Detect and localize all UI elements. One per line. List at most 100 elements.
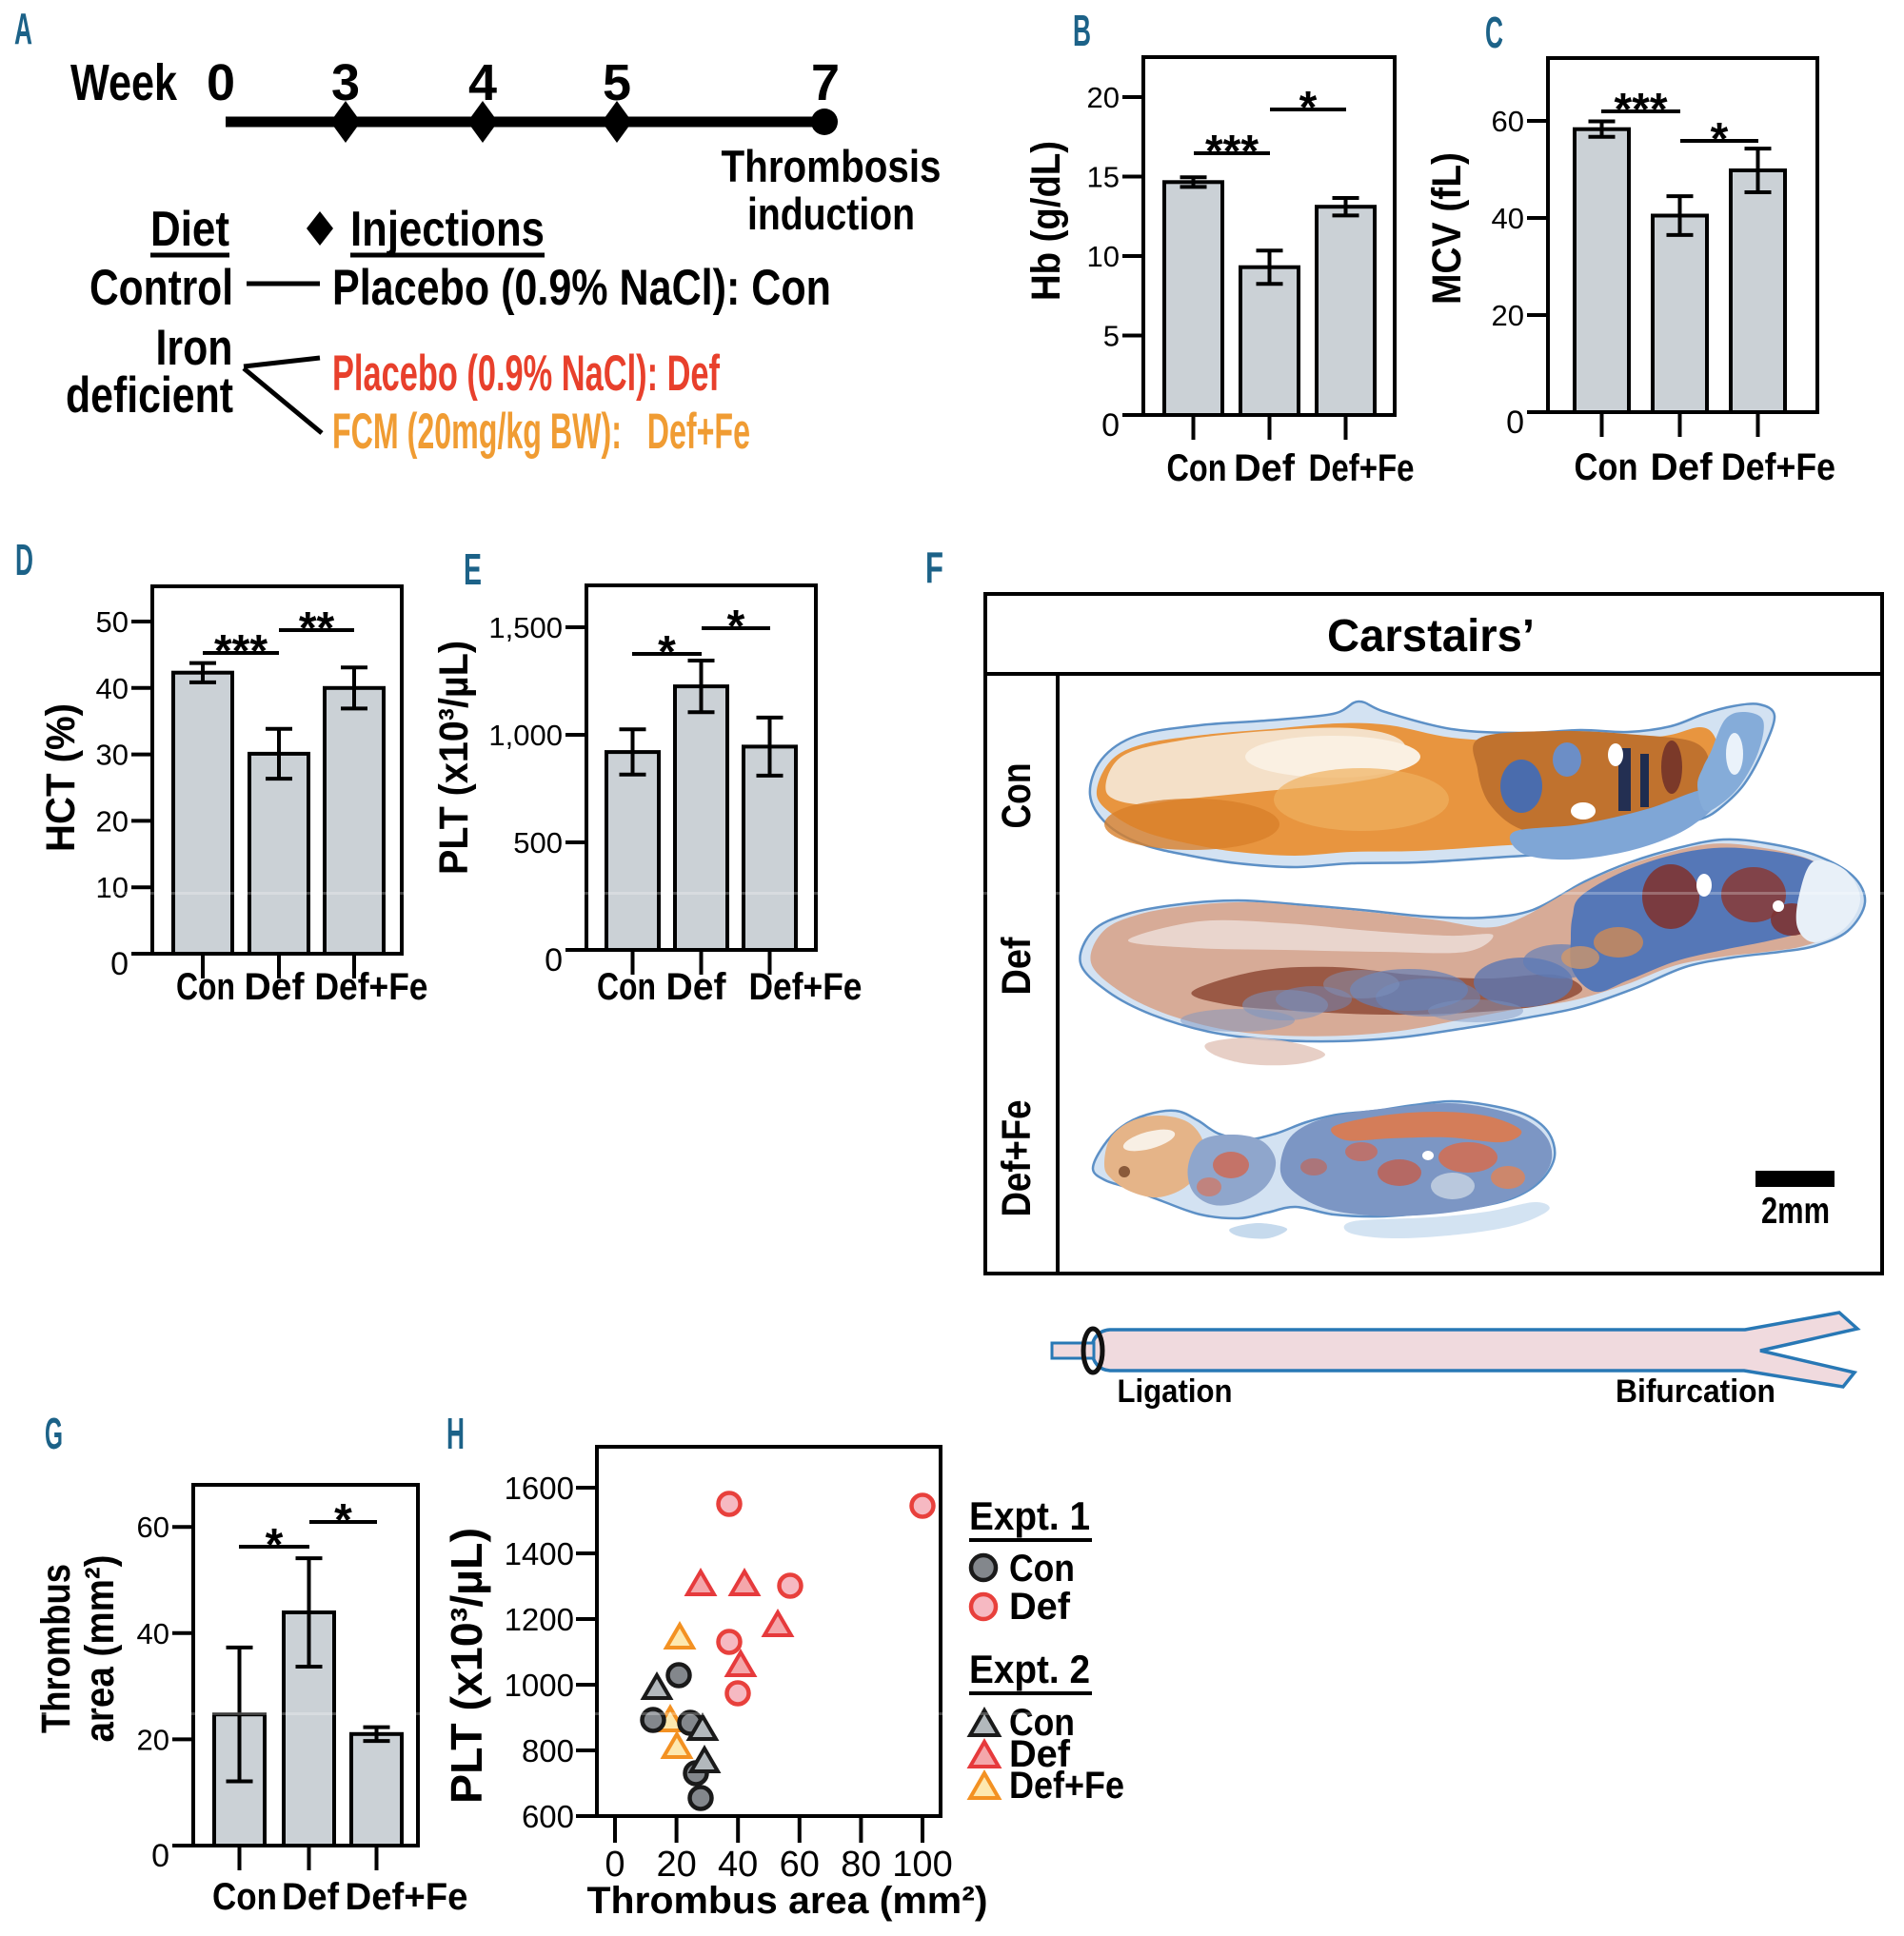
svg-text:20: 20 (137, 1723, 169, 1756)
svg-text:B: B (1073, 6, 1091, 55)
svg-text:Thrombus: Thrombus (33, 1564, 79, 1733)
svg-text:Injections: Injections (350, 202, 545, 257)
svg-text:A: A (14, 4, 32, 53)
svg-text:10: 10 (96, 871, 129, 904)
svg-text:Bifurcation: Bifurcation (1616, 1373, 1775, 1410)
svg-text:Placebo (0.9% NaCl): Con: Placebo (0.9% NaCl): Con (332, 260, 831, 316)
svg-text:*: * (727, 602, 745, 652)
svg-text:20: 20 (1492, 299, 1524, 332)
svg-text:1200: 1200 (505, 1602, 574, 1637)
svg-text:Thrombus area (mm²): Thrombus area (mm²) (587, 1880, 988, 1922)
svg-text:Def+Fe: Def+Fe (1721, 446, 1835, 488)
svg-text:HCT (%): HCT (%) (38, 703, 84, 852)
svg-text:**: ** (299, 603, 335, 654)
svg-text:30: 30 (96, 739, 129, 772)
svg-text:Expt. 2: Expt. 2 (969, 1647, 1090, 1691)
svg-text:800: 800 (522, 1733, 574, 1768)
svg-text:***: *** (1205, 127, 1259, 177)
svg-text:Def: Def (666, 966, 727, 1008)
svg-text:Week: Week (70, 54, 178, 111)
svg-text:*: * (1299, 83, 1318, 133)
svg-text:F: F (925, 543, 943, 592)
svg-text:Def: Def (245, 966, 306, 1008)
svg-text:C: C (1485, 8, 1503, 57)
svg-text:Def+Fe: Def+Fe (994, 1100, 1040, 1217)
svg-text:10: 10 (1087, 240, 1120, 273)
svg-text:Placebo (0.9% NaCl): Def: Placebo (0.9% NaCl): Def (332, 346, 720, 402)
svg-text:0: 0 (110, 946, 129, 982)
svg-text:15: 15 (1087, 161, 1120, 194)
svg-text:1400: 1400 (505, 1536, 574, 1571)
svg-text:H: H (446, 1409, 465, 1458)
svg-text:7: 7 (811, 54, 840, 111)
svg-text:Iron: Iron (156, 320, 233, 376)
svg-text:D: D (15, 535, 33, 584)
svg-text:80: 80 (841, 1845, 881, 1885)
svg-text:induction: induction (747, 188, 915, 239)
svg-text:G: G (45, 1409, 63, 1458)
svg-text:Con: Con (1009, 1702, 1075, 1744)
svg-text:*: * (658, 627, 676, 678)
svg-text:Def+Fe: Def+Fe (1309, 447, 1415, 489)
svg-text:40: 40 (1492, 202, 1524, 235)
svg-text:100: 100 (892, 1845, 952, 1885)
svg-text:Con: Con (212, 1876, 277, 1918)
svg-text:0: 0 (545, 942, 563, 978)
svg-text:1,500: 1,500 (488, 611, 563, 644)
svg-text:0: 0 (1101, 407, 1120, 444)
svg-text:20: 20 (1087, 81, 1120, 114)
svg-text:500: 500 (513, 826, 563, 859)
svg-text:50: 50 (96, 605, 129, 639)
svg-text:Def+Fe: Def+Fe (1009, 1765, 1124, 1807)
svg-text:FCM (20mg/kg BW): Def+Fe: FCM (20mg/kg BW): Def+Fe (332, 404, 750, 460)
svg-text:Carstairs’: Carstairs’ (1327, 611, 1535, 662)
svg-text:60: 60 (1492, 105, 1524, 138)
svg-text:Def: Def (1234, 447, 1296, 489)
svg-text:E: E (464, 544, 482, 594)
svg-text:Ligation: Ligation (1118, 1373, 1233, 1410)
svg-text:Con: Con (1009, 1548, 1075, 1590)
svg-text:***: *** (1614, 85, 1667, 135)
svg-text:Thrombosis: Thrombosis (722, 141, 942, 191)
svg-text:Def+Fe: Def+Fe (315, 966, 428, 1008)
svg-text:*: * (266, 1520, 284, 1571)
svg-text:20: 20 (96, 804, 129, 838)
svg-text:Def+Fe: Def+Fe (749, 966, 863, 1008)
svg-text:Con: Con (1575, 446, 1638, 488)
svg-text:0: 0 (605, 1845, 625, 1885)
svg-text:Control: Control (89, 260, 233, 316)
svg-text:60: 60 (137, 1511, 169, 1544)
svg-text:Con: Con (176, 966, 235, 1008)
svg-text:Def: Def (994, 937, 1040, 996)
svg-text:0: 0 (207, 54, 235, 111)
svg-text:Expt. 1: Expt. 1 (969, 1493, 1090, 1538)
svg-text:40: 40 (137, 1617, 169, 1650)
svg-text:40: 40 (718, 1845, 758, 1885)
svg-text:20: 20 (656, 1845, 696, 1885)
svg-text:Hb (g/dL): Hb (g/dL) (1023, 141, 1069, 301)
svg-text:Def: Def (282, 1876, 340, 1918)
svg-text:0: 0 (1506, 405, 1524, 441)
svg-text:5: 5 (1103, 320, 1120, 353)
svg-text:600: 600 (522, 1799, 574, 1834)
svg-text:MCV (fL): MCV (fL) (1424, 152, 1470, 305)
svg-text:area (mm²): area (mm²) (77, 1555, 123, 1743)
svg-text:*: * (334, 1495, 352, 1546)
svg-text:Def+Fe: Def+Fe (346, 1876, 468, 1918)
svg-text:1600: 1600 (505, 1471, 574, 1506)
svg-text:Con: Con (994, 763, 1040, 829)
svg-text:0: 0 (151, 1838, 169, 1874)
svg-text:60: 60 (780, 1845, 820, 1885)
svg-text:Diet: Diet (150, 202, 229, 257)
svg-text:deficient: deficient (66, 367, 233, 424)
svg-text:2mm: 2mm (1761, 1191, 1830, 1232)
svg-text:1,000: 1,000 (488, 719, 563, 752)
svg-text:1000: 1000 (505, 1668, 574, 1703)
svg-text:Con: Con (1167, 447, 1227, 489)
svg-text:***: *** (214, 626, 268, 677)
svg-text:40: 40 (96, 672, 129, 705)
svg-text:Def: Def (1009, 1733, 1071, 1775)
svg-text:Def: Def (1651, 446, 1714, 488)
svg-text:PLT (x10³/µL): PLT (x10³/µL) (442, 1528, 491, 1804)
svg-text:Con: Con (597, 966, 656, 1008)
